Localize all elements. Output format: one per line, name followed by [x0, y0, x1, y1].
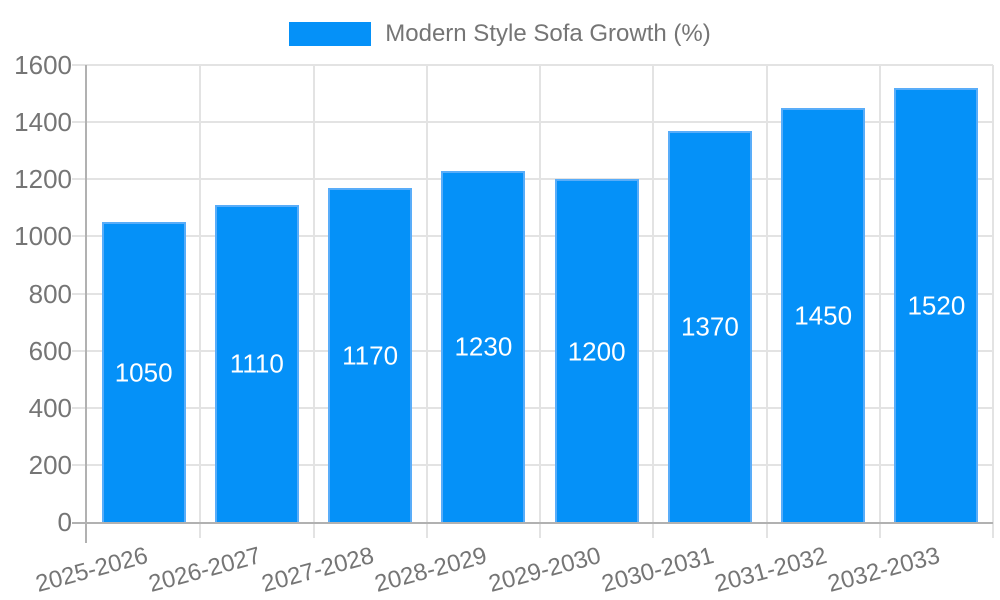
gridline-v: [765, 65, 768, 538]
bar-value-label: 1200: [567, 336, 626, 367]
gridline-v: [539, 65, 541, 538]
legend-label: Modern Style Sofa Growth (%): [385, 20, 711, 47]
gridline-h: [72, 349, 993, 352]
gridline-h: [72, 406, 993, 409]
legend: Modern Style Sofa Growth (%): [0, 20, 1000, 48]
gridline-h: [72, 235, 993, 238]
bar-value-label: 1170: [342, 340, 399, 371]
bar[interactable]: 1050: [101, 222, 186, 522]
bar-value-label: 1050: [114, 357, 173, 388]
gridline-h: [72, 64, 993, 66]
bar[interactable]: 1370: [667, 130, 752, 522]
y-axis-label: 1400: [14, 107, 72, 138]
bar[interactable]: 1520: [894, 87, 979, 522]
bar-value-label: 1450: [794, 300, 853, 331]
y-axis-label: 400: [28, 392, 72, 423]
bar[interactable]: 1200: [554, 179, 639, 522]
y-axis-label: 1200: [14, 164, 72, 195]
gridline-h: [72, 463, 993, 466]
gridline-v: [878, 65, 881, 538]
y-axis-label: 600: [28, 335, 72, 366]
plot-area: 1050 1110 1170 1230 1200 1370 1450 1520: [72, 64, 994, 543]
gridline-v: [199, 65, 202, 538]
x-axis-line: [72, 522, 993, 524]
gridline-v: [652, 65, 655, 538]
gridline-h: [72, 292, 993, 295]
y-axis-label: 1600: [14, 50, 72, 80]
bar-value-label: 1230: [454, 331, 513, 362]
bar-value-label: 1370: [680, 311, 739, 342]
y-axis-label: 200: [28, 449, 72, 480]
bar[interactable]: 1450: [781, 107, 866, 522]
gridline-v: [425, 65, 428, 538]
bar[interactable]: 1110: [214, 204, 299, 522]
bar-value-label: 1110: [229, 348, 284, 379]
gridline-h: [72, 178, 993, 181]
y-axis-line: [85, 65, 87, 543]
y-axis-label: 1000: [14, 221, 72, 252]
y-axis-label: 0: [57, 507, 72, 537]
legend-swatch: [289, 22, 372, 46]
bar-value-label: 1520: [907, 290, 966, 321]
gridline-v: [992, 65, 994, 538]
gridline-h: [72, 121, 993, 124]
bar[interactable]: 1170: [328, 187, 413, 522]
gridline-v: [312, 65, 315, 538]
y-axis-label: 800: [28, 278, 72, 309]
bar[interactable]: 1230: [441, 170, 526, 522]
